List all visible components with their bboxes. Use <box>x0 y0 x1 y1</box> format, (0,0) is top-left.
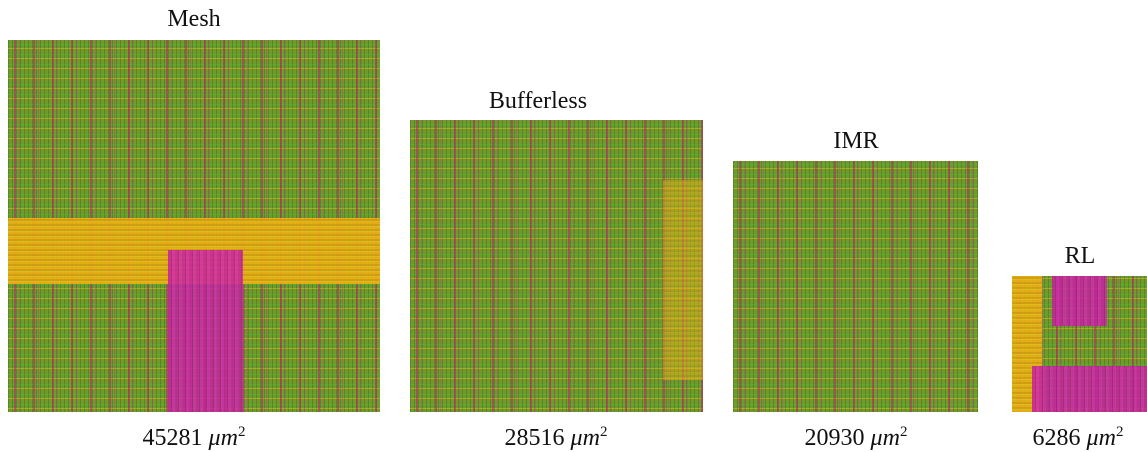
chip-layout <box>1012 276 1147 412</box>
area-label: 6286 μm2 <box>1033 424 1124 452</box>
chip-layout <box>733 161 978 412</box>
area-label: 28516 μm2 <box>505 424 608 452</box>
panel-title: Mesh <box>167 6 221 32</box>
chip-layout <box>8 40 380 412</box>
panel-title: IMR <box>833 128 879 154</box>
area-unit: μm <box>870 425 900 451</box>
area-label: 45281 μm2 <box>143 424 246 452</box>
panel-title: Bufferless <box>488 88 588 114</box>
chip-layout <box>410 120 703 412</box>
area-label: 20930 μm2 <box>805 424 908 452</box>
area-value: 6286 <box>1032 425 1081 451</box>
area-exponent: 2 <box>599 424 608 440</box>
area-value: 28516 <box>504 425 565 451</box>
area-exponent: 2 <box>899 424 908 440</box>
area-exponent: 2 <box>237 424 246 440</box>
area-unit: μm <box>570 425 600 451</box>
area-value: 20930 <box>804 425 865 451</box>
area-unit: μm <box>1086 425 1116 451</box>
panel-title: RL <box>1064 243 1096 269</box>
area-unit: μm <box>208 425 238 451</box>
area-exponent: 2 <box>1115 424 1124 440</box>
area-value: 45281 <box>142 425 203 451</box>
